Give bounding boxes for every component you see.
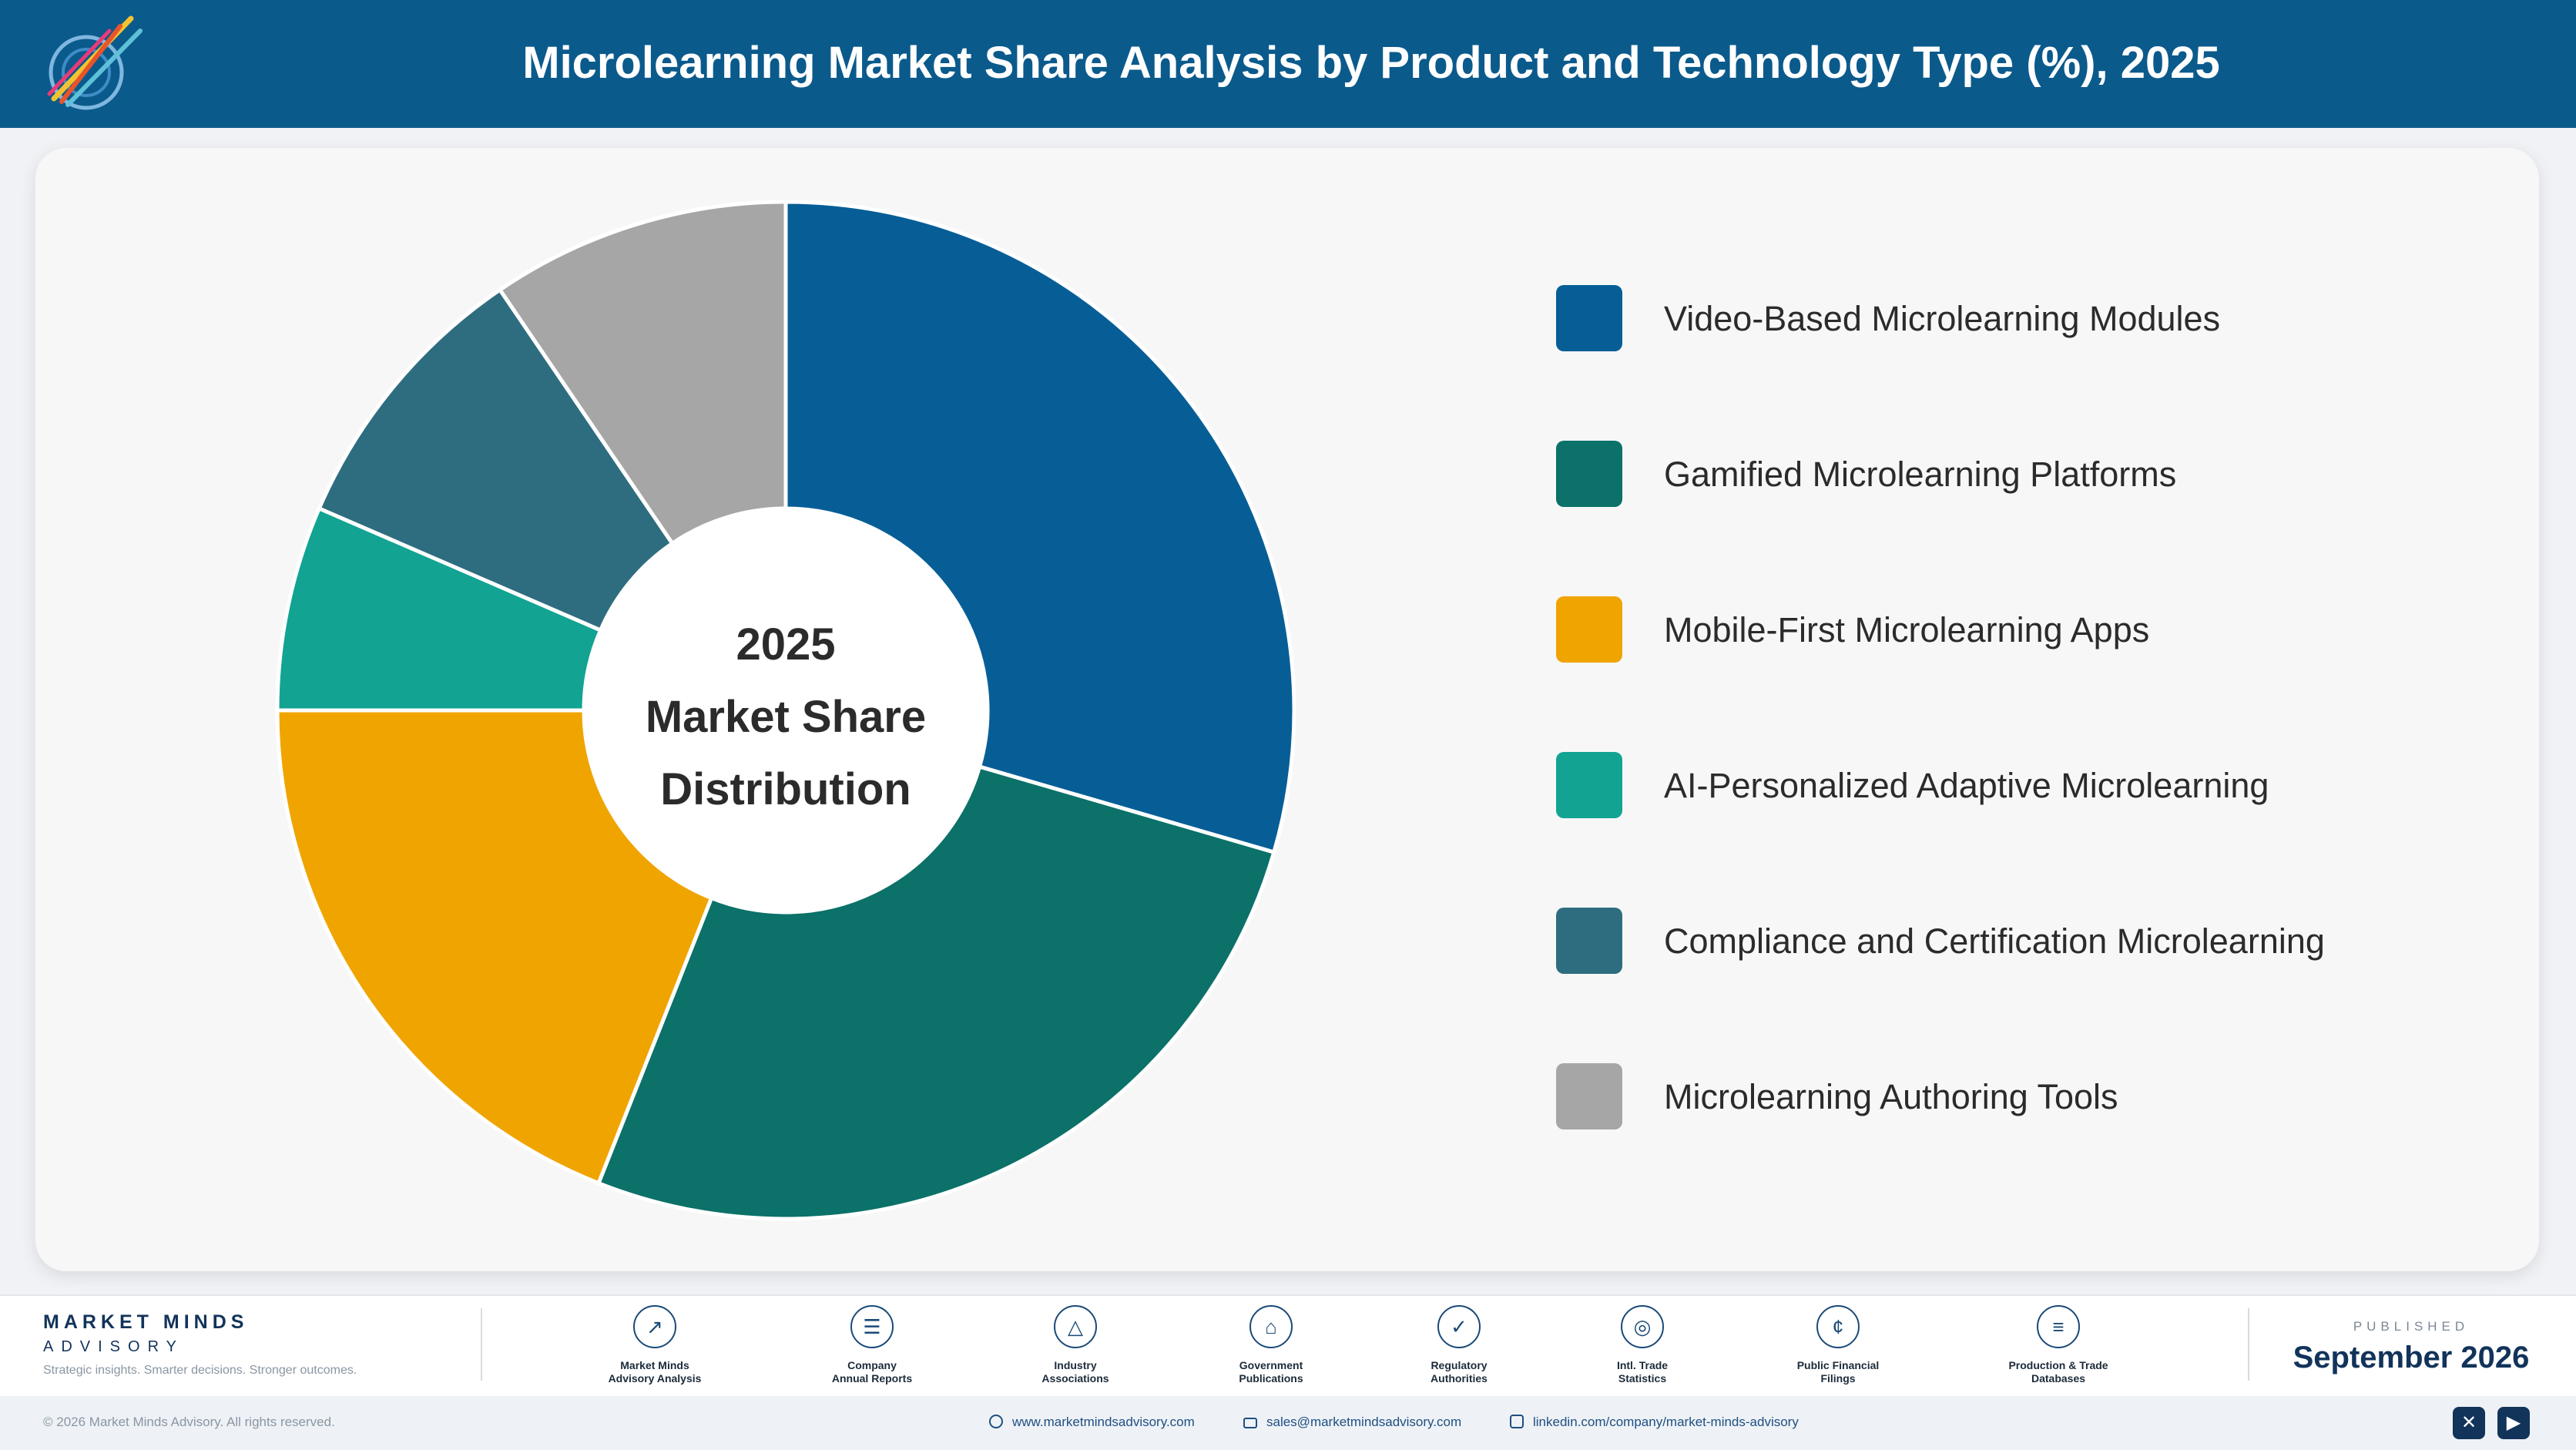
shield-check-icon: ✓ [1437, 1305, 1481, 1348]
globe-icon [989, 1415, 1003, 1428]
footer-brand: MARKET MINDS ADVISORY Strategic insights… [43, 1311, 357, 1378]
network-icon: △ [1054, 1305, 1097, 1348]
footer-bottom-bar: © 2026 Market Minds Advisory. All rights… [0, 1396, 2576, 1450]
legend-item: Microlearning Authoring Tools [1556, 1052, 2480, 1129]
data-source-item: ≡ Production & Trade Databases [1974, 1305, 2143, 1390]
source-label-line-2: Advisory Analysis [608, 1372, 702, 1385]
legend-label: Compliance and Certification Microlearni… [1664, 921, 2325, 961]
email-text: sales@marketmindsadvisory.com [1266, 1415, 1462, 1429]
source-label: Regulatory Authorities [1374, 1359, 1544, 1385]
source-label-line-1: Market Minds [620, 1359, 689, 1371]
database-icon: ≡ [2037, 1305, 2080, 1348]
footer: MARKET MINDS ADVISORY Strategic insights… [0, 1294, 2576, 1450]
linkedin-link[interactable]: linkedin.com/company/market-minds-adviso… [1510, 1415, 1799, 1430]
chart-line-icon: ↗ [633, 1305, 676, 1348]
divider [481, 1308, 482, 1381]
logo-icon [47, 15, 143, 110]
source-label: Market Minds Advisory Analysis [570, 1359, 740, 1385]
source-label-line-2: Annual Reports [831, 1372, 913, 1385]
donut-center-label: 2025 Market Share Distribution [585, 609, 986, 826]
source-label-line-2: Filings [1820, 1372, 1856, 1385]
website-link[interactable]: www.marketmindsadvisory.com [989, 1415, 1195, 1430]
data-source-item: ◎ Intl. Trade Statistics [1558, 1305, 1727, 1390]
email-link[interactable]: sales@marketmindsadvisory.com [1243, 1415, 1461, 1430]
source-label-line-2: Associations [1041, 1372, 1109, 1385]
source-label-line-2: Authorities [1431, 1372, 1488, 1385]
copyright: © 2026 Market Minds Advisory. All rights… [43, 1415, 335, 1429]
source-label-line-1: Industry [1054, 1359, 1097, 1371]
legend-item: Mobile-First Microlearning Apps [1556, 586, 2480, 663]
donut-hole [584, 509, 988, 912]
data-source-item: △ Industry Associations [991, 1305, 1160, 1390]
legend-swatch [1556, 908, 1622, 974]
legend-swatch [1556, 441, 1622, 507]
legend-swatch [1556, 285, 1622, 351]
legend-label: AI-Personalized Adaptive Microlearning [1664, 766, 2269, 805]
data-source-item: ¢ Public Financial Filings [1753, 1305, 1923, 1390]
legend-item: Gamified Microlearning Platforms [1556, 430, 2480, 507]
source-label-line-1: Regulatory [1431, 1359, 1488, 1371]
page-title: Microlearning Market Share Analysis by P… [522, 38, 2220, 88]
center-label-line-2: Market Share [645, 692, 927, 742]
center-label-line-1: 2025 [736, 619, 836, 670]
published-date: September 2026 [2293, 1341, 2530, 1374]
x-icon[interactable]: ✕ [2453, 1407, 2485, 1439]
legend-label: Microlearning Authoring Tools [1664, 1077, 2118, 1116]
data-source-item: ↗ Market Minds Advisory Analysis [570, 1305, 740, 1390]
legend-item: AI-Personalized Adaptive Microlearning [1556, 741, 2480, 818]
source-label-line-2: Publications [1239, 1372, 1303, 1385]
center-label-line-3: Distribution [660, 764, 911, 814]
data-source-item: ☰ Company Annual Reports [787, 1305, 957, 1390]
website-text: www.marketmindsadvisory.com [1012, 1415, 1195, 1429]
source-label-line-1: Company [847, 1359, 897, 1371]
document-icon: ☰ [850, 1305, 894, 1348]
globe-icon: ◎ [1621, 1305, 1664, 1348]
divider [2248, 1308, 2249, 1381]
source-label-line-2: Databases [2031, 1372, 2086, 1385]
legend-item: Compliance and Certification Microlearni… [1556, 897, 2480, 974]
legend-label: Video-Based Microlearning Modules [1664, 299, 2221, 338]
legend-label: Gamified Microlearning Platforms [1664, 455, 2177, 494]
source-label-line-1: Government [1239, 1359, 1303, 1371]
source-label: Government Publications [1186, 1359, 1356, 1385]
source-label: Intl. Trade Statistics [1558, 1359, 1727, 1385]
legend-swatch [1556, 752, 1622, 818]
source-label-line-1: Public Financial [1796, 1359, 1880, 1371]
legend-label: Mobile-First Microlearning Apps [1664, 610, 2150, 649]
legend-swatch [1556, 1063, 1622, 1129]
government-building-icon: ⌂ [1249, 1305, 1293, 1348]
source-label-line-2: Statistics [1618, 1372, 1667, 1385]
source-label: Public Financial Filings [1753, 1359, 1923, 1385]
source-label-line-1: Production & Trade [2008, 1359, 2108, 1371]
source-label: Production & Trade Databases [1974, 1359, 2143, 1385]
source-label: Industry Associations [991, 1359, 1160, 1385]
published-label: PUBLISHED [2353, 1319, 2470, 1334]
brand-tagline: Strategic insights. Smarter decisions. S… [43, 1364, 357, 1377]
youtube-icon[interactable]: ▶ [2497, 1407, 2530, 1439]
legend-swatch [1556, 596, 1622, 663]
linkedin-text: linkedin.com/company/market-minds-adviso… [1533, 1415, 1799, 1429]
source-label: Company Annual Reports [787, 1359, 957, 1385]
header-bar: Microlearning Market Share Analysis by P… [0, 0, 2576, 128]
brand-name: MARKET MINDS [43, 1311, 249, 1333]
coin-icon: ¢ [1816, 1305, 1860, 1348]
data-source-item: ⌂ Government Publications [1186, 1305, 1356, 1390]
mail-icon [1243, 1418, 1257, 1428]
data-sources: ↗ Market Minds Advisory Analysis ☰ Company An… [570, 1305, 2142, 1390]
published-block: PUBLISHED September 2026 [2257, 1319, 2565, 1375]
linkedin-icon [1510, 1415, 1524, 1428]
legend-item: Video-Based Microlearning Modules [1556, 274, 2480, 351]
brand-sub: ADVISORY [43, 1338, 184, 1355]
data-source-item: ✓ Regulatory Authorities [1374, 1305, 1544, 1390]
source-label-line-1: Intl. Trade [1616, 1359, 1669, 1371]
